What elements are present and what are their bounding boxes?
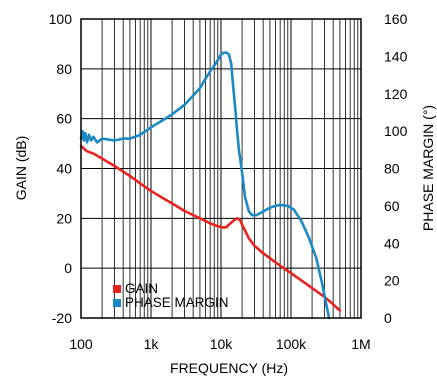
x-tick-label: 100k — [276, 336, 307, 352]
y-tick-label-right: 80 — [384, 161, 400, 177]
legend-label-phase-margin: PHASE MARGIN — [125, 295, 229, 310]
y-tick-label-right: 60 — [384, 198, 400, 214]
y-tick-label-right: 160 — [384, 11, 408, 27]
series-line-phase-margin — [79, 51, 331, 320]
y-tick-label-left: -20 — [52, 310, 72, 326]
y-tick-label-left: 0 — [64, 260, 72, 276]
y-tick-label-right: 40 — [384, 235, 400, 251]
x-tick-label: 1M — [351, 336, 370, 352]
y-tick-label-left: 20 — [56, 210, 72, 226]
x-tick-label: 1k — [144, 336, 160, 352]
y-tick-label-left: 60 — [56, 111, 72, 127]
plot-frame — [80, 18, 362, 319]
legend-swatch-phase-margin — [113, 299, 121, 307]
y-axis-left-label: GAIN (dB) — [13, 136, 29, 201]
y-tick-label-left: 100 — [49, 11, 73, 27]
y-tick-label-right: 120 — [384, 86, 408, 102]
x-tick-label: 10k — [210, 336, 234, 352]
legend-swatch-gain — [113, 285, 121, 293]
y-tick-label-left: 40 — [56, 161, 72, 177]
series-line-gain — [79, 144, 342, 312]
grid — [80, 18, 361, 319]
legend: GAIN PHASE MARGIN — [113, 281, 229, 310]
ticks: 100 1k 10k 100k 1M 100 80 60 40 20 0 -20 160 140 120 10… — [49, 11, 408, 352]
y-axis-right-label: PHASE MARGIN (°) — [420, 105, 436, 231]
y-tick-label-left: 80 — [56, 61, 72, 77]
series-layer — [79, 51, 342, 320]
x-tick-label: 100 — [69, 336, 93, 352]
x-axis-label: FREQUENCY (Hz) — [170, 360, 288, 376]
y-tick-label-right: 100 — [384, 123, 408, 139]
legend-label-gain: GAIN — [125, 281, 158, 296]
y-tick-label-right: 20 — [384, 273, 400, 289]
y-tick-label-right: 140 — [384, 48, 408, 64]
y-tick-label-right: 0 — [384, 310, 392, 326]
